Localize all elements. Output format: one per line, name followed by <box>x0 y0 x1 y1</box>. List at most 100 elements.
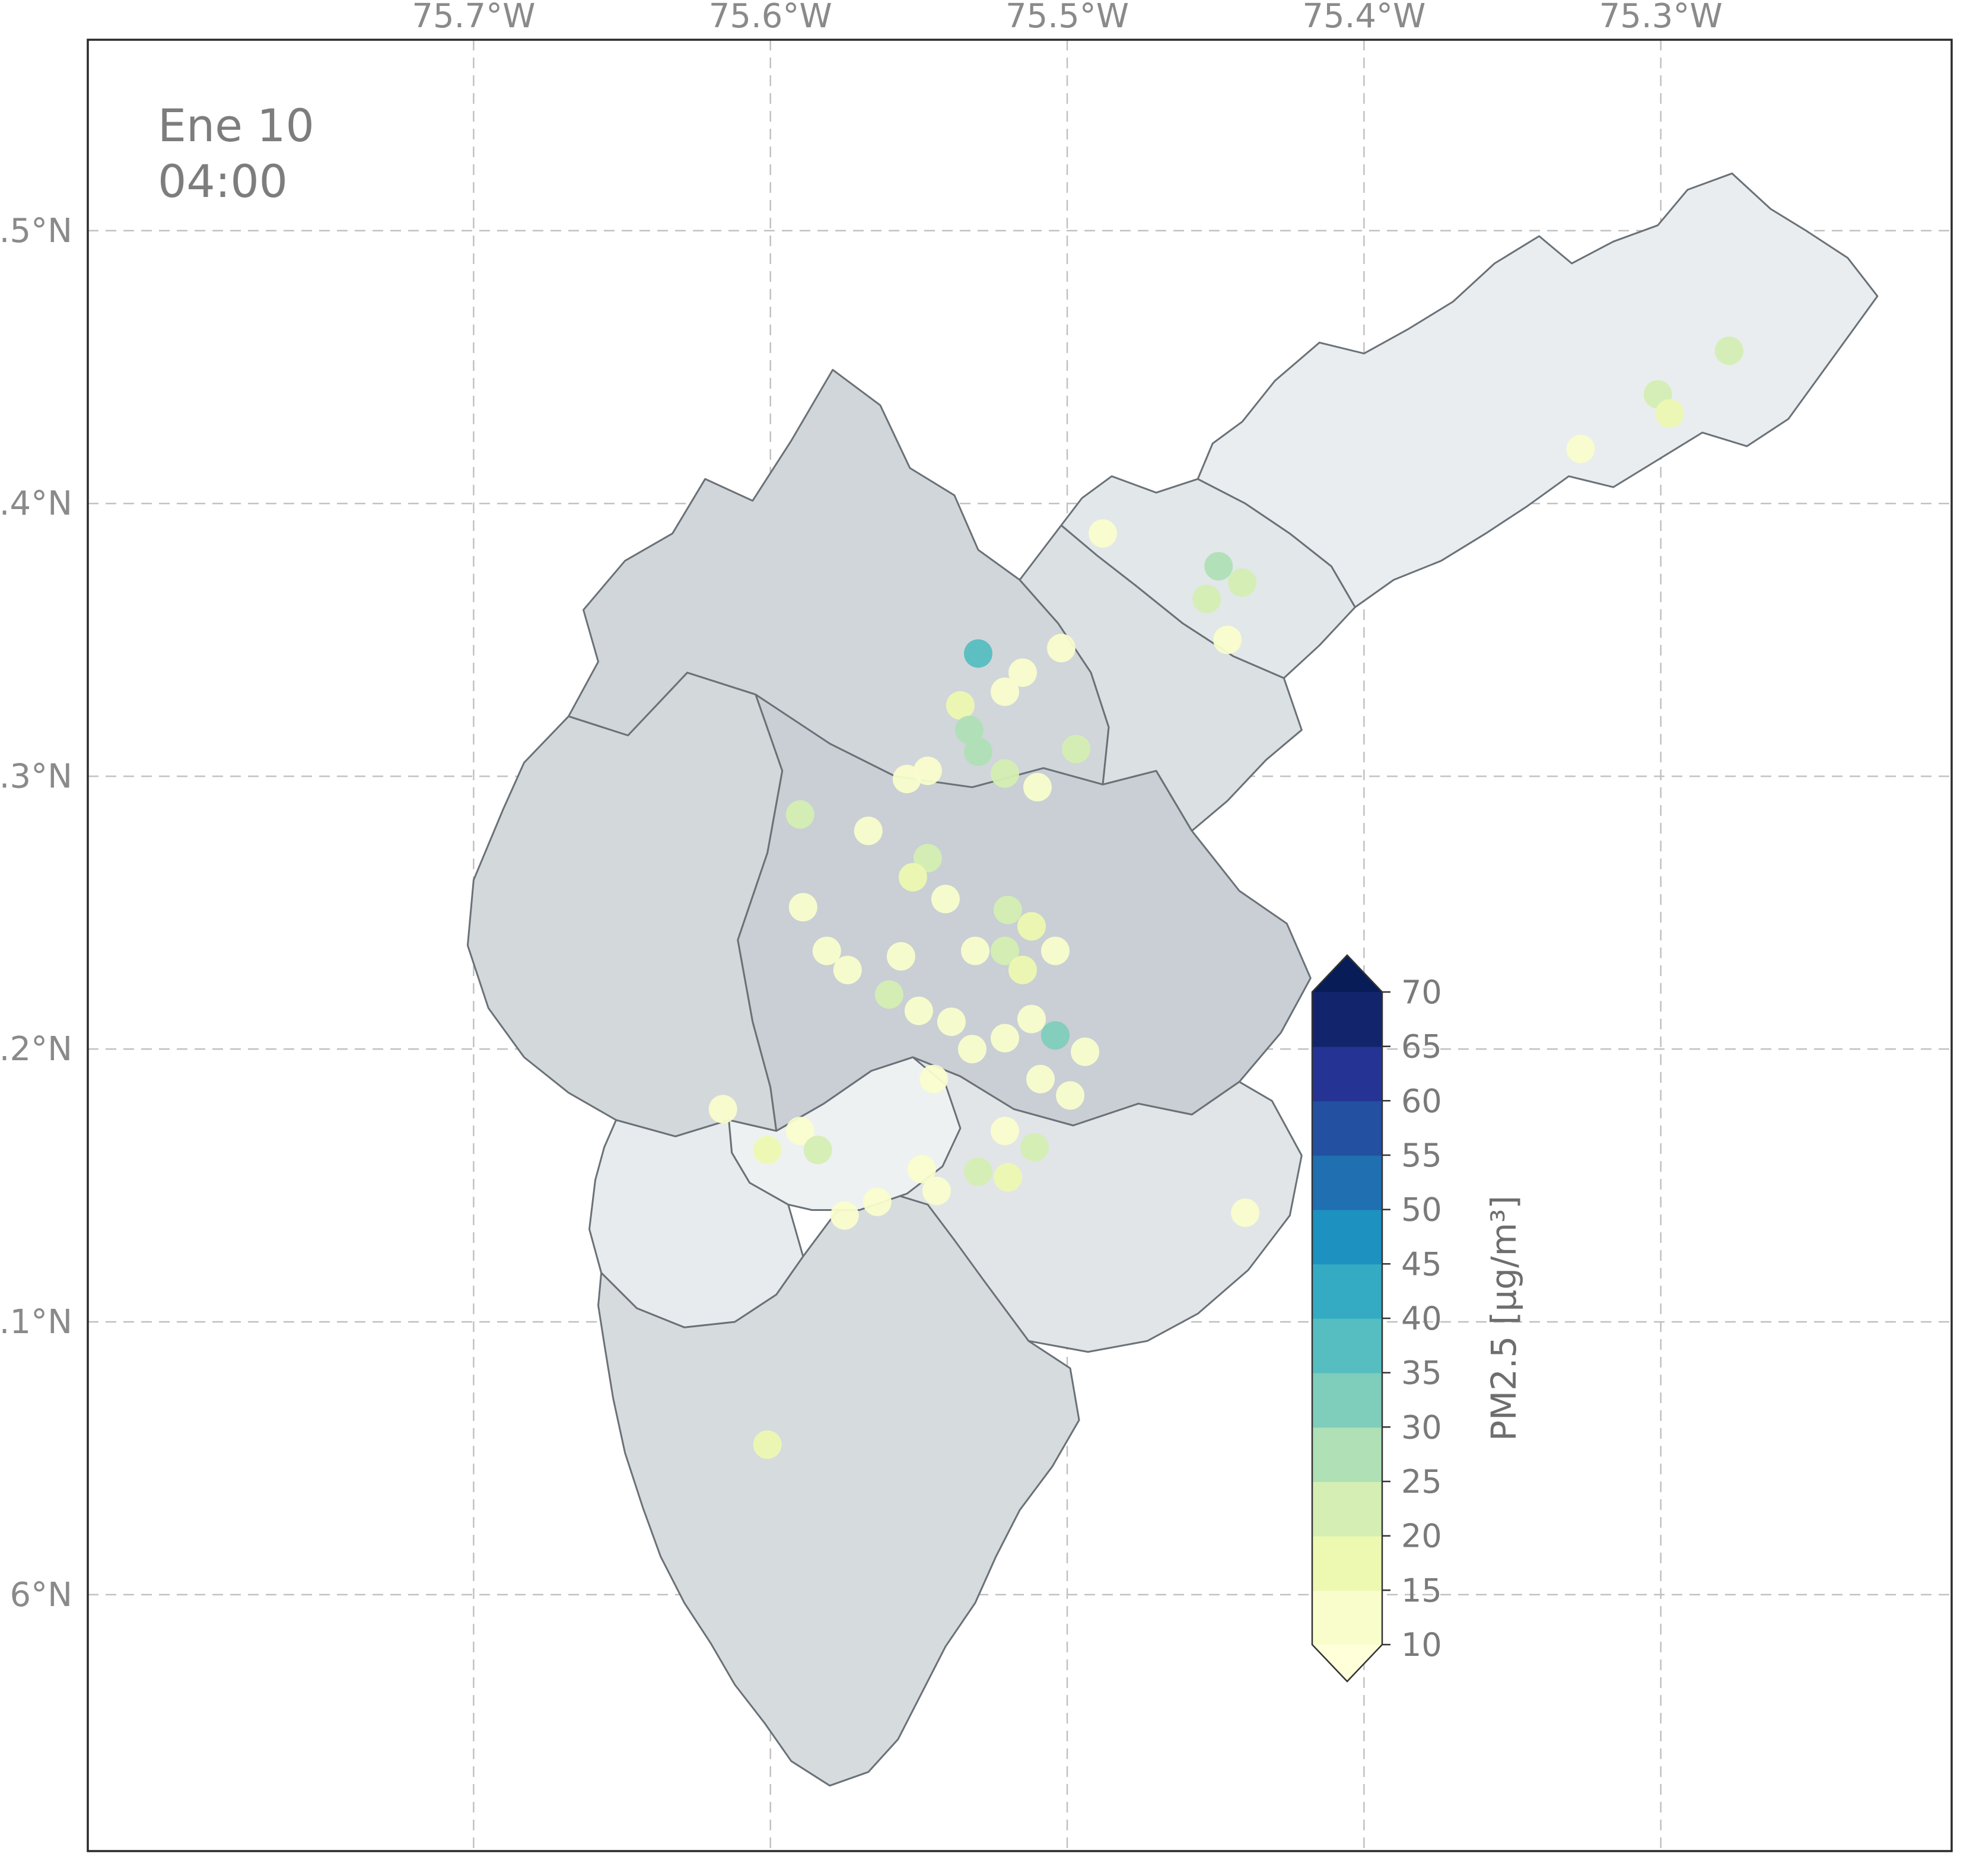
colorbar-segment <box>1312 1318 1382 1373</box>
station-point <box>957 1035 986 1064</box>
y-tick-label: 6.5°N <box>0 212 72 250</box>
x-tick-label: 75.6°W <box>709 0 832 36</box>
colorbar-segments <box>1311 954 1383 1683</box>
station-point <box>892 765 921 793</box>
station-point <box>785 1117 814 1146</box>
plot-frame <box>87 39 1953 1852</box>
y-tick-label: 6°N <box>9 1576 72 1614</box>
station-point <box>854 816 883 845</box>
station-point <box>1231 1198 1260 1228</box>
station-point <box>1026 1064 1055 1093</box>
x-tick-label: 75.4°W <box>1302 0 1425 36</box>
station-point <box>922 1177 951 1206</box>
colorbar-tick-label: 70 <box>1401 974 1442 1011</box>
colorbar-under-arrow <box>1312 1645 1382 1681</box>
station-point <box>1020 1133 1049 1162</box>
station-point <box>954 716 984 745</box>
colorbar-tick-label: 50 <box>1401 1191 1442 1229</box>
station-point <box>913 844 942 873</box>
region-northwest <box>466 672 784 1137</box>
station-point <box>1062 734 1091 764</box>
station-point <box>964 639 992 668</box>
station-point <box>753 1136 782 1165</box>
station-point <box>1071 1037 1100 1066</box>
region-far-northeast <box>1196 172 1879 608</box>
station-point <box>991 677 1019 706</box>
colorbar-tick-label: 15 <box>1401 1572 1442 1609</box>
colorbar-tick-label: 60 <box>1401 1082 1442 1120</box>
colorbar-tick-label: 25 <box>1401 1463 1442 1500</box>
colorbar-tick-label: 35 <box>1401 1354 1442 1392</box>
station-point <box>991 1023 1019 1053</box>
station-point <box>1008 955 1037 984</box>
station-point <box>961 936 989 965</box>
station-point <box>1017 912 1046 941</box>
colorbar-segment <box>1312 1427 1382 1482</box>
station-point <box>919 1064 948 1093</box>
station-point <box>886 942 915 971</box>
station-point <box>1089 519 1118 548</box>
colorbar-segment <box>1312 1590 1382 1645</box>
region-north <box>568 368 1110 788</box>
station-point <box>931 885 960 914</box>
colorbar-segment <box>1312 1209 1382 1265</box>
station-point <box>1008 658 1037 687</box>
colorbar-segment <box>1312 1535 1382 1591</box>
region-south <box>597 1190 1080 1787</box>
colorbar-tick-label: 55 <box>1401 1137 1442 1174</box>
station-point <box>803 1136 832 1165</box>
station-point <box>937 1007 966 1036</box>
y-tick-label: 6.1°N <box>0 1303 72 1341</box>
station-point <box>1056 1081 1085 1110</box>
colorbar-segment <box>1312 1155 1382 1210</box>
region-south-small <box>728 1056 962 1211</box>
station-point <box>907 1155 936 1184</box>
timestamp-time: 04:00 <box>158 155 288 208</box>
colorbar-segment <box>1312 1372 1382 1428</box>
colorbar-tick-label: 20 <box>1401 1518 1442 1555</box>
station-point <box>1204 552 1233 581</box>
station-point <box>785 800 814 829</box>
station-point <box>991 759 1019 788</box>
station-point <box>812 936 841 965</box>
station-point <box>964 737 992 766</box>
station-point <box>994 1163 1022 1192</box>
station-point <box>1228 568 1257 597</box>
station-point <box>904 996 933 1025</box>
x-tick-label: 75.5°W <box>1005 0 1129 36</box>
colorbar-segment <box>1312 1046 1382 1102</box>
colorbar-tick-label: 45 <box>1401 1245 1442 1283</box>
colorbar-label: PM2.5 [μg/m³] <box>1484 1195 1524 1441</box>
station-point <box>994 895 1022 924</box>
station-point <box>964 1158 992 1187</box>
latitude-axis-labels: 6.5°N 6.4°N 6.3°N 6.2°N 6.1°N 6°N <box>0 212 72 1614</box>
colorbar-tick-label: 10 <box>1401 1626 1442 1664</box>
x-tick-label: 75.3°W <box>1599 0 1723 36</box>
colorbar: 10 15 20 25 30 35 40 45 50 55 60 65 70 PM2.5 [μg/m³] <box>1311 954 1524 1683</box>
station-point <box>830 1201 859 1230</box>
colorbar-tick-label: 65 <box>1401 1028 1442 1066</box>
timestamp-date: Ene 10 <box>158 99 314 152</box>
colorbar-tick-label: 30 <box>1401 1408 1442 1446</box>
station-point <box>833 955 862 984</box>
colorbar-tick-label: 40 <box>1401 1300 1442 1337</box>
station-point <box>1714 336 1743 365</box>
station-point <box>1041 1021 1070 1050</box>
station-point <box>1017 1004 1046 1034</box>
colorbar-ticks: 10 15 20 25 30 35 40 45 50 55 60 65 70 <box>1382 974 1442 1664</box>
y-tick-label: 6.2°N <box>0 1030 72 1069</box>
station-point <box>753 1430 782 1459</box>
station-point <box>708 1095 737 1124</box>
station-point <box>874 980 903 1009</box>
longitude-axis-labels: 75.7°W 75.6°W 75.5°W 75.4°W 75.3°W <box>412 0 1722 36</box>
station-point <box>1041 936 1070 965</box>
station-point <box>898 863 927 892</box>
station-point <box>1023 772 1052 802</box>
station-point <box>863 1187 892 1216</box>
station-point <box>991 1117 1019 1146</box>
station-point <box>1213 625 1242 654</box>
station-point <box>991 936 1019 965</box>
colorbar-segment <box>1312 1481 1382 1537</box>
